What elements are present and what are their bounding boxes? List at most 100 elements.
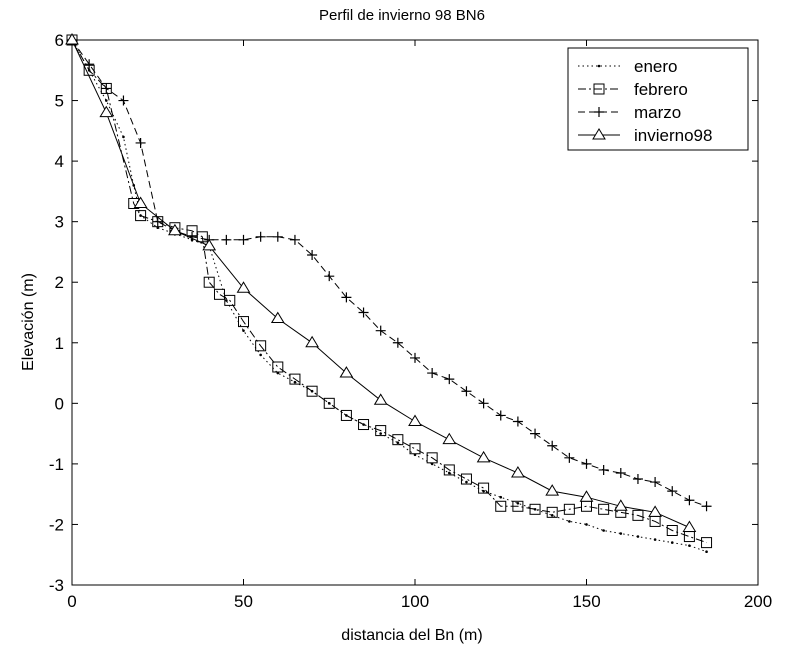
data-point — [392, 337, 403, 348]
data-point — [619, 532, 623, 535]
data-point — [408, 414, 422, 426]
data-point — [632, 474, 643, 485]
data-point — [306, 385, 318, 397]
data-point — [272, 231, 283, 242]
data-point — [465, 480, 468, 484]
data-point — [272, 361, 284, 373]
data-point — [615, 467, 626, 478]
y-tick-label: 0 — [55, 394, 64, 413]
data-point — [512, 500, 524, 512]
data-point — [135, 137, 146, 148]
data-point — [550, 514, 554, 517]
data-point — [84, 59, 95, 70]
data-point — [682, 520, 697, 532]
data-point — [442, 432, 457, 445]
data-point — [684, 495, 695, 506]
data-point — [203, 276, 215, 288]
data-point — [379, 432, 383, 435]
data-point — [650, 477, 661, 488]
data-point — [409, 443, 421, 455]
data-point — [410, 352, 420, 363]
y-tick-label: 1 — [55, 334, 64, 353]
data-point — [579, 490, 594, 502]
data-point — [705, 550, 708, 553]
data-point — [598, 464, 609, 475]
data-point — [122, 135, 125, 139]
data-point — [105, 99, 108, 102]
data-point — [358, 307, 369, 318]
data-point — [289, 373, 301, 385]
data-point — [323, 397, 335, 409]
x-tick-label: 200 — [744, 592, 772, 611]
data-point — [307, 249, 318, 260]
y-tick-label: 6 — [55, 31, 64, 50]
data-point — [152, 216, 163, 227]
data-point — [636, 535, 640, 538]
data-point — [358, 419, 370, 431]
data-point — [443, 464, 455, 476]
data-point — [585, 523, 588, 526]
data-point — [221, 234, 232, 245]
data-point — [99, 105, 114, 118]
data-point — [224, 294, 236, 306]
data-point — [495, 500, 507, 512]
data-point — [581, 458, 592, 469]
data-point — [602, 529, 605, 532]
data-point — [529, 503, 541, 515]
x-axis-label: distancia del Bn (m) — [341, 627, 482, 644]
data-point — [396, 441, 400, 444]
data-point — [392, 434, 404, 446]
data-point — [448, 471, 451, 475]
data-point — [478, 398, 489, 409]
series-line — [71, 39, 707, 544]
data-point — [375, 325, 386, 336]
data-point — [238, 234, 249, 245]
data-point — [236, 281, 251, 293]
data-point — [478, 482, 490, 494]
data-point — [667, 486, 678, 497]
y-tick-label: 5 — [55, 92, 64, 111]
data-point — [427, 368, 438, 379]
data-point — [653, 538, 657, 541]
data-point — [375, 425, 387, 437]
y-axis-label: Elevación (m) — [20, 273, 37, 371]
legend-label: enero — [634, 57, 677, 76]
data-point — [461, 386, 472, 397]
data-point — [666, 525, 678, 536]
data-point — [547, 440, 558, 451]
data-point — [545, 484, 560, 496]
data-point — [530, 428, 541, 439]
data-point — [270, 311, 285, 324]
data-point — [512, 416, 523, 427]
series-marzo — [67, 35, 712, 512]
data-point — [225, 299, 228, 302]
x-tick-label: 100 — [401, 592, 429, 611]
data-point — [255, 231, 266, 242]
data-point — [568, 520, 571, 523]
data-point — [65, 33, 79, 45]
data-point — [196, 231, 208, 243]
data-point — [444, 374, 455, 385]
data-point — [340, 409, 352, 421]
y-tick-label: 4 — [55, 152, 64, 171]
data-point — [101, 83, 112, 94]
data-point — [511, 466, 525, 478]
data-point — [701, 537, 713, 549]
data-point — [546, 506, 558, 518]
data-point — [476, 450, 491, 463]
legend-label: febrero — [634, 80, 688, 99]
x-tick-label: 50 — [234, 592, 253, 611]
x-tick-label: 150 — [572, 592, 600, 611]
y-tick-label: 2 — [55, 273, 64, 292]
data-point — [598, 503, 610, 515]
data-point — [118, 95, 129, 106]
data-point — [688, 544, 691, 547]
legend-label: marzo — [634, 103, 681, 122]
series-invierno98 — [65, 33, 697, 532]
data-point — [341, 292, 352, 303]
data-point — [259, 353, 262, 357]
data-point — [564, 452, 575, 463]
data-point — [373, 393, 388, 405]
legend-label: invierno98 — [634, 126, 712, 145]
